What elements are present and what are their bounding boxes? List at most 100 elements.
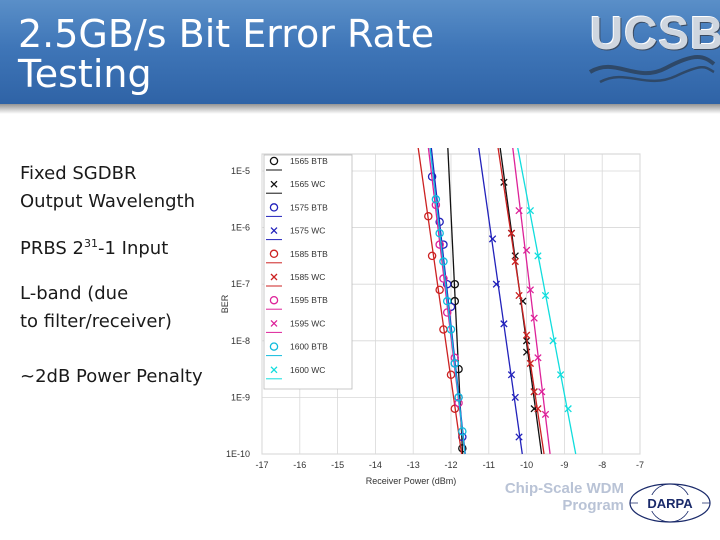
series-point bbox=[458, 427, 467, 436]
series-point bbox=[442, 279, 452, 289]
bullet-text: Output Wavelength bbox=[20, 191, 196, 212]
bullet-prbs-base: PRBS 2 bbox=[20, 238, 84, 259]
series-point bbox=[439, 274, 448, 283]
series-point bbox=[526, 206, 535, 215]
y-tick-label: 1E-9 bbox=[231, 392, 250, 402]
x-tick-label: -15 bbox=[331, 460, 344, 470]
legend-label: 1585 BTB bbox=[290, 249, 328, 259]
legend-marker bbox=[269, 295, 279, 305]
darpa-logo: DARPA bbox=[629, 483, 711, 523]
series-point bbox=[450, 404, 460, 413]
legend-label: 1575 WC bbox=[290, 226, 325, 236]
legend-marker bbox=[270, 180, 278, 188]
series-point bbox=[541, 291, 550, 300]
y-tick-label: 1E-8 bbox=[231, 336, 250, 346]
title-bar bbox=[0, 0, 720, 104]
series-point bbox=[458, 444, 467, 453]
y-tick-label: 1E-10 bbox=[226, 449, 250, 459]
y-tick-label: 1E-6 bbox=[231, 223, 250, 233]
series-fit-line bbox=[517, 148, 577, 455]
legend-marker bbox=[270, 227, 278, 235]
series-point bbox=[511, 393, 519, 402]
legend-marker bbox=[269, 156, 279, 166]
series-point bbox=[488, 235, 497, 243]
series-point bbox=[526, 286, 535, 294]
series-point bbox=[439, 257, 448, 266]
series-point bbox=[534, 354, 542, 362]
slide-title-line-1: 2.5GB/s Bit Error Rate bbox=[18, 12, 435, 56]
series-point bbox=[522, 331, 531, 339]
legend-marker bbox=[269, 249, 279, 259]
series-point bbox=[522, 246, 531, 254]
legend-label: 1600 WC bbox=[290, 365, 325, 375]
series-point bbox=[450, 359, 460, 368]
series-point bbox=[435, 228, 444, 238]
legend-marker bbox=[270, 366, 278, 374]
series-point bbox=[564, 405, 572, 413]
series-point bbox=[500, 178, 508, 186]
series-point bbox=[534, 252, 542, 260]
x-tick-label: -11 bbox=[483, 460, 495, 470]
x-tick-label: -10 bbox=[520, 460, 533, 470]
y-tick-label: 1E-5 bbox=[231, 166, 250, 176]
series-point bbox=[530, 388, 538, 396]
x-axis-label: Receiver Power (dBm) bbox=[366, 476, 457, 486]
series-point bbox=[427, 251, 437, 261]
series-point bbox=[435, 285, 444, 295]
program-label: Chip-Scale WDM Program bbox=[498, 480, 624, 514]
series-point bbox=[511, 252, 519, 260]
legend-label: 1600 BTB bbox=[290, 342, 328, 352]
legend-marker bbox=[270, 273, 278, 281]
bullet-text: ~2dB Power Penalty bbox=[20, 366, 203, 387]
legend-label: 1565 WC bbox=[290, 179, 325, 189]
series-point bbox=[556, 371, 565, 379]
series-point bbox=[446, 370, 456, 380]
legend-label: 1595 BTB bbox=[290, 295, 328, 305]
legend-marker bbox=[269, 342, 279, 351]
ber-chart: -17 -16 -15 -14 -13 -12 -11 -10 -9 -8 -7 1E-5 1E-6 1E… bbox=[220, 148, 644, 486]
x-tick-label: -12 bbox=[444, 460, 457, 470]
series-point bbox=[530, 314, 538, 322]
legend-label: 1575 BTB bbox=[290, 202, 328, 212]
series-point bbox=[500, 320, 508, 328]
bullet-prbs: PRBS 231-1 Input bbox=[20, 230, 168, 262]
x-tick-label: -16 bbox=[293, 460, 306, 470]
series-point bbox=[515, 291, 523, 300]
bullet-text: to filter/receiver) bbox=[20, 311, 172, 332]
x-tick-label: -7 bbox=[636, 460, 644, 470]
title-bar-shadow bbox=[0, 104, 720, 114]
darpa-logo-text: DARPA bbox=[647, 496, 693, 511]
x-tick-label: -17 bbox=[255, 460, 268, 470]
y-tick-label: 1E-7 bbox=[231, 279, 250, 289]
bullet-text: Fixed SGDBR bbox=[20, 163, 137, 184]
series-fit-line bbox=[478, 148, 523, 455]
program-label-line-1: Chip-Scale WDM bbox=[504, 480, 624, 497]
bullet-prbs-suffix: -1 Input bbox=[98, 238, 169, 259]
series-point bbox=[424, 212, 433, 221]
bullet-prbs-exponent: 31 bbox=[84, 237, 98, 250]
legend-label: 1585 WC bbox=[290, 272, 325, 282]
series-point bbox=[442, 296, 452, 306]
x-tick-label: -13 bbox=[407, 460, 420, 470]
series-point bbox=[541, 410, 550, 419]
series-point bbox=[515, 433, 523, 441]
series-point bbox=[435, 240, 444, 249]
program-label-line-2: Program bbox=[562, 497, 624, 514]
legend-label: 1595 WC bbox=[290, 318, 325, 328]
series-point bbox=[511, 257, 519, 266]
series-point bbox=[442, 308, 452, 317]
ucsb-wave-icon bbox=[588, 55, 716, 84]
legend-label: 1565 BTB bbox=[290, 156, 328, 166]
x-tick-label: -14 bbox=[369, 460, 382, 470]
series-fit-line bbox=[417, 148, 463, 455]
y-axis-label: BER bbox=[220, 294, 230, 313]
bullet-text: L-band (due bbox=[20, 283, 129, 304]
legend-marker bbox=[270, 319, 278, 327]
series-point bbox=[526, 359, 535, 368]
series-point bbox=[507, 371, 516, 379]
series-point bbox=[549, 337, 557, 345]
series-fit-line bbox=[429, 148, 466, 455]
series-fit-line bbox=[497, 148, 545, 455]
series-point bbox=[454, 393, 463, 402]
slide-title: 2.5GB/s Bit Error Rate Testing bbox=[18, 14, 434, 94]
